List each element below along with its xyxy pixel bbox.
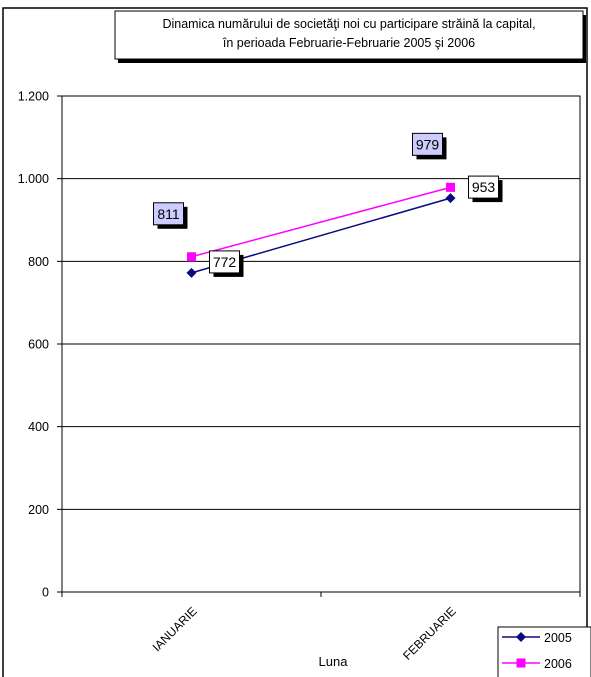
- data-label-2005: 772: [209, 250, 244, 277]
- data-label-text: 953: [472, 179, 496, 195]
- legend-label-2006: 2006: [544, 657, 572, 671]
- data-point-2005: [445, 193, 456, 204]
- data-label-2006: 811: [153, 202, 188, 229]
- y-tick-label: 1.200: [18, 90, 49, 104]
- data-label-2005: 953: [468, 175, 503, 203]
- y-tick-label: 200: [28, 503, 49, 517]
- plot-area: [61, 95, 581, 593]
- series-line-2006: [191, 186, 451, 258]
- legend-marker-2005: [516, 632, 526, 642]
- data-labels: 772 953 811 979: [153, 132, 503, 277]
- y-tick-label: 0: [42, 586, 49, 600]
- y-tick-label: 800: [28, 255, 49, 269]
- chart-title-line-1: Dinamica numărului de societăţi noi cu p…: [162, 17, 535, 31]
- data-point-2005: [186, 267, 197, 278]
- chart-title-box: Dinamica numărului de societăţi noi cu p…: [114, 10, 586, 63]
- data-label-box: [209, 250, 240, 274]
- data-point-2006: [187, 252, 196, 262]
- y-tick-label: 1.000: [18, 172, 49, 186]
- data-label-text: 811: [157, 206, 180, 222]
- legend-label-2005: 2005: [544, 631, 572, 645]
- y-axis-ticks: 0 200 400 600 800 1.000 1.200: [18, 90, 62, 600]
- data-point-2006: [446, 182, 455, 192]
- legend: 2005 2006: [497, 626, 591, 677]
- legend-box: [497, 626, 591, 677]
- y-tick-label: 600: [28, 338, 49, 352]
- y-tick-label: 400: [28, 420, 49, 434]
- data-label-2006: 979: [412, 132, 447, 160]
- chart-title-line-2: în perioada Februarie-Februarie 2005 şi …: [222, 36, 475, 50]
- legend-marker-2006: [516, 658, 526, 668]
- data-label-text: 772: [213, 254, 237, 270]
- data-label-text: 979: [416, 136, 440, 152]
- data-label-box: [412, 132, 443, 156]
- data-label-box: [468, 175, 499, 199]
- data-label-box: [153, 202, 184, 226]
- x-axis-label: Luna: [319, 654, 349, 669]
